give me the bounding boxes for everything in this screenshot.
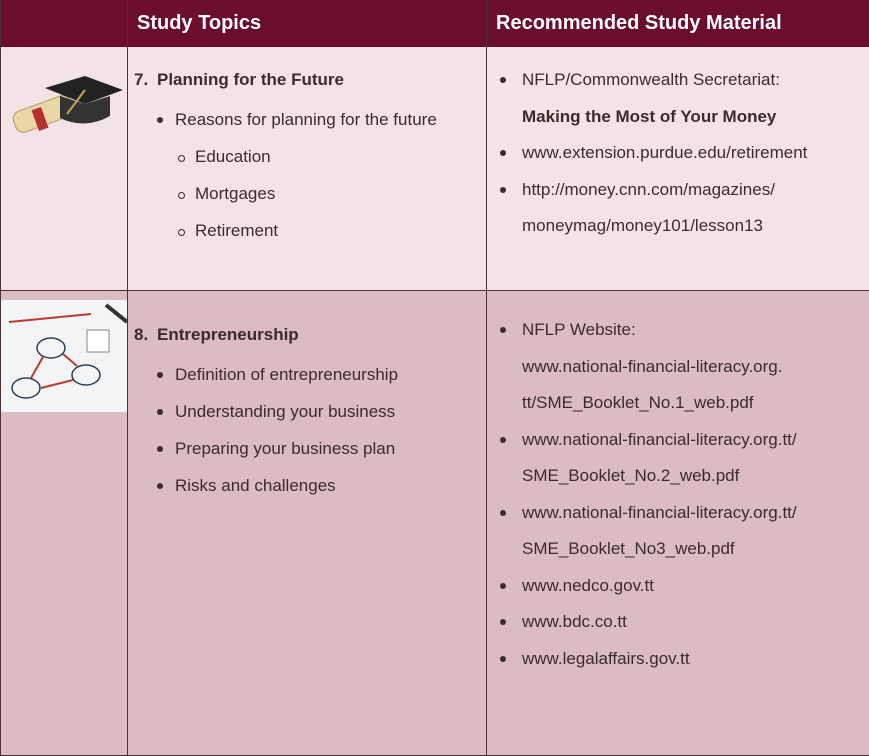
material-line: www.extension.purdue.edu/retirement: [522, 143, 808, 162]
bullet: [500, 619, 506, 625]
bullet: [157, 409, 163, 415]
row-border: [0, 290, 869, 291]
topic-title: Entrepreneurship: [157, 325, 299, 344]
bullet: [500, 77, 506, 83]
material-line: www.national-financial-literacy.org.tt/: [522, 429, 797, 449]
business-icon: [1, 300, 127, 412]
bullet: [500, 186, 506, 193]
graduation-icon: [12, 76, 123, 133]
material-line: http://money.cnn.com/magazines/: [522, 179, 775, 199]
bullet: [157, 117, 163, 123]
topic-item: Definition of entrepreneurship: [175, 365, 399, 384]
material-title: Making the Most of Your Money: [522, 106, 777, 126]
material-line: NFLP/Commonwealth Secretariat:: [522, 70, 780, 89]
header-cell: Recommended Study Material: [496, 12, 782, 34]
topic-item: Understanding your business: [175, 402, 396, 421]
bullet: [157, 446, 163, 452]
row-1: [0, 47, 869, 290]
material-line: www.national-financial-literacy.org.: [522, 356, 783, 376]
bullet: [157, 372, 163, 378]
bullet: [500, 327, 506, 333]
material-line: NFLP Website:: [522, 320, 636, 339]
topic-item: Preparing your business plan: [175, 439, 396, 458]
header-cell: Study Topics: [137, 12, 262, 34]
column-border: [0, 0, 1, 756]
topic-item: Risks and challenges: [175, 476, 336, 495]
material-line: SME_Booklet_No3_web.pdf: [522, 539, 735, 558]
sub-bullet: [178, 229, 185, 236]
bullet: [157, 483, 163, 489]
column-border: [486, 0, 487, 756]
subtopic-item: Mortgages: [195, 184, 276, 203]
bullet: [500, 150, 506, 156]
column-border: [127, 0, 128, 756]
bullet: [500, 582, 506, 589]
row-2: [0, 290, 869, 756]
topic-number: 7.: [134, 70, 149, 89]
material-line: www.national-financial-literacy.org.tt/: [522, 502, 797, 522]
material-line: moneymag/money101/lesson13: [522, 216, 763, 235]
material-line: www.nedco.gov.tt: [522, 575, 654, 595]
bullet: [500, 436, 506, 443]
sub-bullet: [178, 155, 185, 162]
material-line: tt/SME_Booklet_No.1_web.pdf: [522, 393, 754, 412]
material-line: www.bdc.co.tt: [522, 612, 627, 631]
topic-number: 8.: [134, 325, 149, 344]
topic-item: Reasons for planning for the future: [175, 110, 437, 129]
subtopic-item: Retirement: [195, 221, 279, 240]
header: [0, 0, 869, 47]
topic-title: Planning for the Future: [157, 70, 344, 89]
bullet: [500, 509, 506, 516]
material-line: www.legalaffairs.gov.tt: [522, 648, 690, 668]
material-line: SME_Booklet_No.2_web.pdf: [522, 466, 740, 485]
subtopic-item: Education: [195, 147, 271, 166]
bullet: [500, 655, 506, 662]
sub-bullet: [178, 192, 185, 199]
